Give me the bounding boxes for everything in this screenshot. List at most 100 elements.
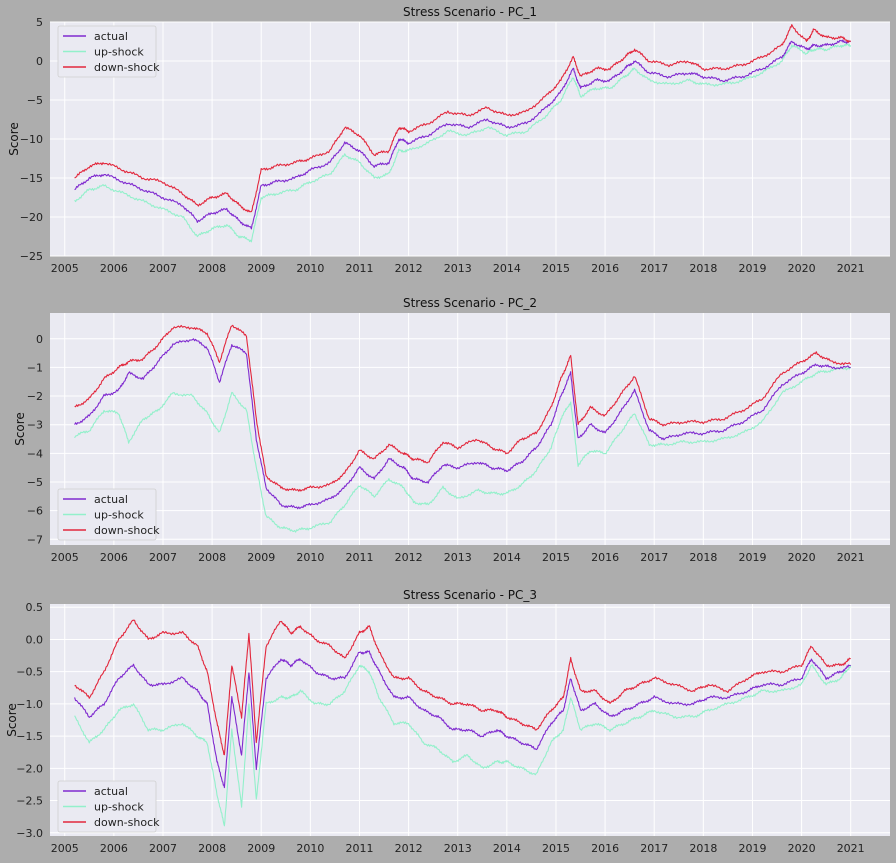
x-tick-label: 2020	[788, 842, 816, 855]
y-tick-label: −3	[27, 419, 43, 432]
x-tick-label: 2017	[640, 551, 668, 564]
x-tick-label: 2007	[149, 262, 177, 275]
x-tick-label: 2007	[149, 551, 177, 564]
x-tick-label: 2013	[444, 262, 472, 275]
chart-pc1: Stress Scenario - PC_1 −25−20−15−10−505 …	[7, 5, 890, 275]
x-tick-label: 2017	[640, 262, 668, 275]
x-tick-label: 2014	[493, 842, 521, 855]
y-tick-label: −5	[27, 94, 43, 107]
x-tick-label: 2018	[689, 842, 717, 855]
y-tick-label: 0.5	[26, 601, 44, 614]
chart-pc2: Stress Scenario - PC_2 −7 −6 −5 −4 −3 −2 −1 0 2…	[13, 296, 890, 564]
x-tick-label: 2011	[345, 842, 373, 855]
plot-area	[50, 604, 890, 836]
legend-label: up-shock	[94, 46, 144, 59]
legend-label: down-shock	[94, 61, 160, 74]
y-tick-label: −4	[27, 447, 43, 460]
y-tick-label: −2.5	[16, 795, 43, 808]
y-tick-label: −10	[20, 133, 43, 146]
y-tick-label: −6	[27, 505, 43, 518]
y-axis-label: Score	[7, 122, 21, 156]
y-tick-label: −20	[20, 211, 43, 224]
x-tick-label: 2018	[689, 551, 717, 564]
x-tick-label: 2015	[542, 262, 570, 275]
x-tick-label: 2010	[296, 842, 324, 855]
y-tick-label: −3.0	[16, 827, 43, 840]
y-tick-label: −2.0	[16, 762, 43, 775]
y-tick-label: −25	[20, 250, 43, 263]
x-tick-label: 2015	[542, 842, 570, 855]
legend-label: down-shock	[94, 524, 160, 537]
x-tick-label: 2006	[100, 551, 128, 564]
x-tick-label: 2009	[247, 842, 275, 855]
x-tick-label: 2018	[689, 262, 717, 275]
x-tick-label: 2019	[738, 551, 766, 564]
x-tick-label: 2005	[51, 551, 79, 564]
x-tick-label: 2012	[395, 842, 423, 855]
x-tick-label: 2016	[591, 551, 619, 564]
x-tick-label: 2012	[395, 262, 423, 275]
legend-label: up-shock	[94, 509, 144, 522]
y-tick-label: −15	[20, 172, 43, 185]
y-tick-label: −5	[27, 476, 43, 489]
x-tick-label: 2015	[542, 551, 570, 564]
x-tick-label: 2009	[247, 551, 275, 564]
x-tick-label: 2014	[493, 262, 521, 275]
y-tick-label: −7	[27, 533, 43, 546]
y-tick-label: 0	[36, 55, 43, 68]
x-tick-label: 2005	[51, 262, 79, 275]
x-axis: 2005 2006 2007 2008 2009 2010 2011 2012 2013 2014…	[51, 842, 865, 855]
legend-label: down-shock	[94, 816, 160, 829]
x-tick-label: 2021	[837, 551, 865, 564]
x-tick-label: 2020	[788, 551, 816, 564]
x-tick-label: 2011	[345, 262, 373, 275]
legend-label: actual	[94, 30, 128, 43]
y-axis-label: Score	[13, 412, 27, 446]
x-tick-label: 2013	[444, 551, 472, 564]
x-tick-label: 2006	[100, 842, 128, 855]
x-tick-label: 2019	[738, 262, 766, 275]
x-tick-label: 2016	[591, 842, 619, 855]
x-tick-label: 2006	[100, 262, 128, 275]
legend-label: up-shock	[94, 801, 144, 814]
chart-title: Stress Scenario - PC_2	[403, 296, 537, 310]
chart-pc3: Stress Scenario - PC_3 −3.0 −2.5 −2.0 −1.5 −…	[5, 588, 890, 855]
x-tick-label: 2021	[837, 842, 865, 855]
x-tick-label: 2013	[444, 842, 472, 855]
legend[interactable]: actual up-shock down-shock	[58, 489, 160, 540]
x-tick-label: 2016	[591, 262, 619, 275]
legend[interactable]: actual up-shock down-shock	[58, 26, 160, 77]
x-tick-label: 2008	[198, 262, 226, 275]
x-tick-label: 2005	[51, 842, 79, 855]
legend-label: actual	[94, 493, 128, 506]
legend-label: actual	[94, 785, 128, 798]
chart-title: Stress Scenario - PC_1	[403, 5, 537, 19]
y-tick-label: 0	[36, 333, 43, 346]
y-axis-label: Score	[5, 703, 19, 737]
chart-title: Stress Scenario - PC_3	[403, 588, 537, 602]
y-tick-label: 0.0	[26, 633, 44, 646]
y-tick-label: −0.5	[16, 666, 43, 679]
y-tick-label: −2	[27, 390, 43, 403]
x-tick-label: 2008	[198, 551, 226, 564]
x-tick-label: 2012	[395, 551, 423, 564]
y-tick-label: −1.5	[16, 730, 43, 743]
x-tick-label: 2020	[788, 262, 816, 275]
y-tick-label: −1.0	[16, 698, 43, 711]
x-tick-label: 2014	[493, 551, 521, 564]
x-tick-label: 2010	[296, 262, 324, 275]
x-tick-label: 2009	[247, 262, 275, 275]
x-axis: 2005 2006 2007 2008 2009 2010 2011 2012 2013 2014…	[51, 262, 865, 275]
x-tick-label: 2007	[149, 842, 177, 855]
x-tick-label: 2011	[345, 551, 373, 564]
x-tick-label: 2019	[738, 842, 766, 855]
y-tick-label: 5	[36, 16, 43, 29]
x-tick-label: 2017	[640, 842, 668, 855]
x-tick-label: 2008	[198, 842, 226, 855]
x-tick-label: 2021	[837, 262, 865, 275]
x-tick-label: 2010	[296, 551, 324, 564]
x-axis: 2005 2006 2007 2008 2009 2010 2011 2012 2013 2014…	[51, 551, 865, 564]
y-tick-label: −1	[27, 361, 43, 374]
legend[interactable]: actual up-shock down-shock	[58, 781, 160, 832]
